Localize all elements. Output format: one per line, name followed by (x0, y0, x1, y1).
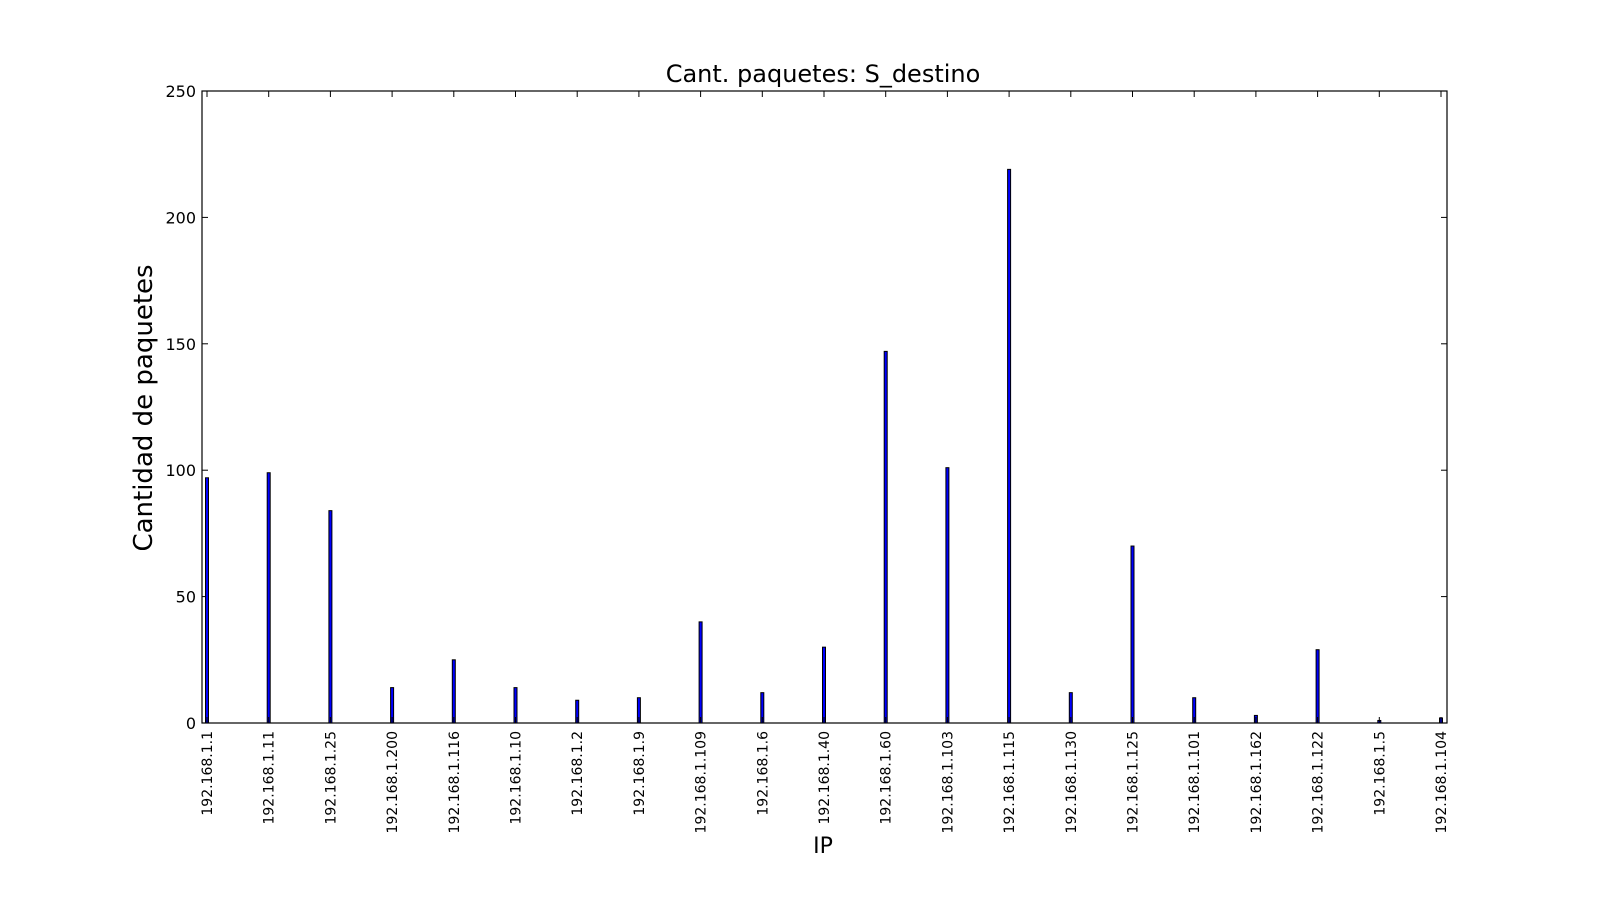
x-tick-label: 192.168.1.25 (323, 731, 339, 825)
x-tick-label: 192.168.1.109 (694, 731, 710, 833)
y-tick-label: 200 (165, 208, 196, 227)
x-tick-label: 192.168.1.103 (940, 731, 956, 833)
y-tick-label: 250 (165, 82, 196, 101)
chart-title: Cant. paquetes: S_destino (666, 60, 981, 88)
y-axis-label: Cantidad de paquetes (129, 264, 159, 551)
bar-192.168.1.115 (1007, 168, 1012, 724)
x-tick-label: 192.168.1.122 (1311, 731, 1327, 833)
x-tick-label: 192.168.1.116 (447, 731, 463, 834)
bar-192.168.1.122 (1315, 649, 1320, 724)
x-tick-label: 192.168.1.1 (200, 731, 216, 816)
plot-frame (201, 90, 1448, 724)
x-tick-label: 192.168.1.130 (1064, 731, 1080, 833)
x-tick-label: 192.168.1.6 (755, 731, 771, 816)
x-tick-label: 192.168.1.101 (1187, 731, 1203, 833)
x-tick-label: 192.168.1.5 (1372, 731, 1388, 816)
bar-192.168.1.11 (266, 472, 271, 724)
bar-192.168.1.116 (451, 659, 456, 724)
bar-192.168.1.1 (205, 477, 209, 724)
bar-192.168.1.40 (822, 646, 826, 724)
bar-192.168.1.125 (1130, 545, 1135, 724)
y-tick-label: 50 (176, 588, 196, 607)
bar-192.168.1.25 (328, 510, 333, 724)
x-tick-label: 192.168.1.125 (1126, 731, 1142, 833)
x-tick-label: 192.168.1.40 (817, 731, 833, 825)
x-tick-label: 192.168.1.2 (570, 731, 586, 816)
x-tick-label: 192.168.1.10 (509, 731, 525, 825)
x-tick-label: 192.168.1.104 (1434, 731, 1450, 834)
bar-192.168.1.109 (698, 621, 703, 724)
x-tick-label: 192.168.1.9 (632, 731, 648, 816)
bar-192.168.1.103 (945, 467, 950, 724)
y-tick-label: 150 (165, 335, 196, 354)
y-tick-label: 100 (165, 461, 196, 480)
x-axis-label: IP (813, 834, 833, 859)
x-tick-label: 192.168.1.60 (879, 731, 895, 825)
plot-area: 0 50 100 150 200 250 192.168.1.1 192.168.1.11 19… (165, 82, 1450, 833)
x-tick-label: 192.168.1.115 (1002, 731, 1018, 833)
x-tick-label: 192.168.1.11 (262, 731, 278, 825)
bar-192.168.1.60 (883, 350, 888, 724)
x-tick-label: 192.168.1.200 (385, 731, 401, 833)
x-tick-label: 192.168.1.162 (1249, 731, 1265, 833)
y-tick-label: 0 (186, 714, 196, 733)
